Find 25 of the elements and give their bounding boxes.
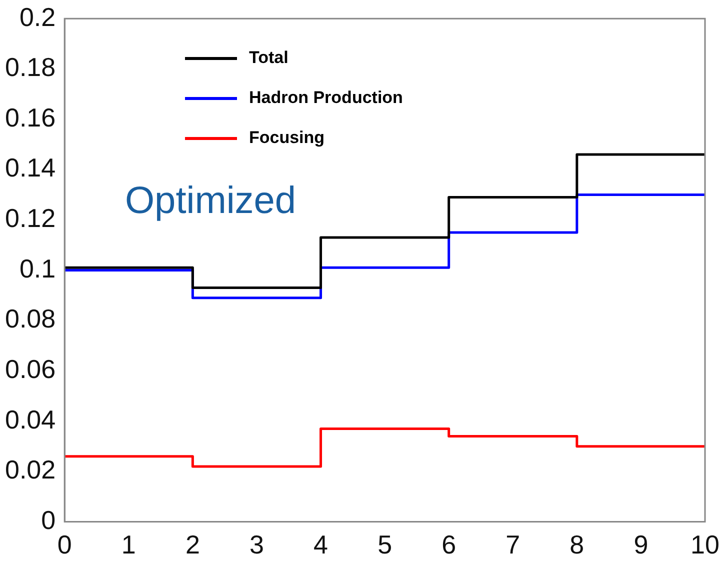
- annotation: Optimized: [125, 180, 296, 223]
- y-tick-label: 0.1: [19, 253, 56, 284]
- y-tick-label: 0.12: [4, 203, 56, 234]
- x-tick-label: 1: [121, 530, 136, 560]
- x-tick-label: 4: [314, 530, 328, 560]
- x-tick-label: 10: [690, 530, 720, 560]
- legend-label: Focusing: [249, 128, 325, 148]
- y-tick-label: 0.02: [4, 454, 56, 485]
- y-tick-label: 0.16: [4, 102, 56, 132]
- x-tick-label: 6: [442, 530, 456, 560]
- y-tick-label: 0: [41, 504, 56, 535]
- x-tick-label: 9: [634, 530, 648, 560]
- y-tick-label: 0.08: [4, 304, 56, 334]
- x-tick-label: 3: [249, 530, 264, 560]
- x-tick-label: 5: [378, 530, 392, 560]
- legend-label: Hadron Production: [249, 88, 403, 108]
- y-tick-label: 0.2: [19, 2, 56, 32]
- x-tick-label: 7: [506, 530, 520, 560]
- y-tick-label: 0.18: [4, 52, 56, 82]
- x-tick-label: 8: [570, 530, 584, 560]
- y-tick-label: 0.14: [4, 152, 56, 183]
- y-tick-label: 0.04: [4, 404, 56, 434]
- legend-label: Total: [249, 48, 288, 68]
- y-tick-label: 0.06: [4, 354, 56, 384]
- x-tick-label: 2: [185, 530, 200, 560]
